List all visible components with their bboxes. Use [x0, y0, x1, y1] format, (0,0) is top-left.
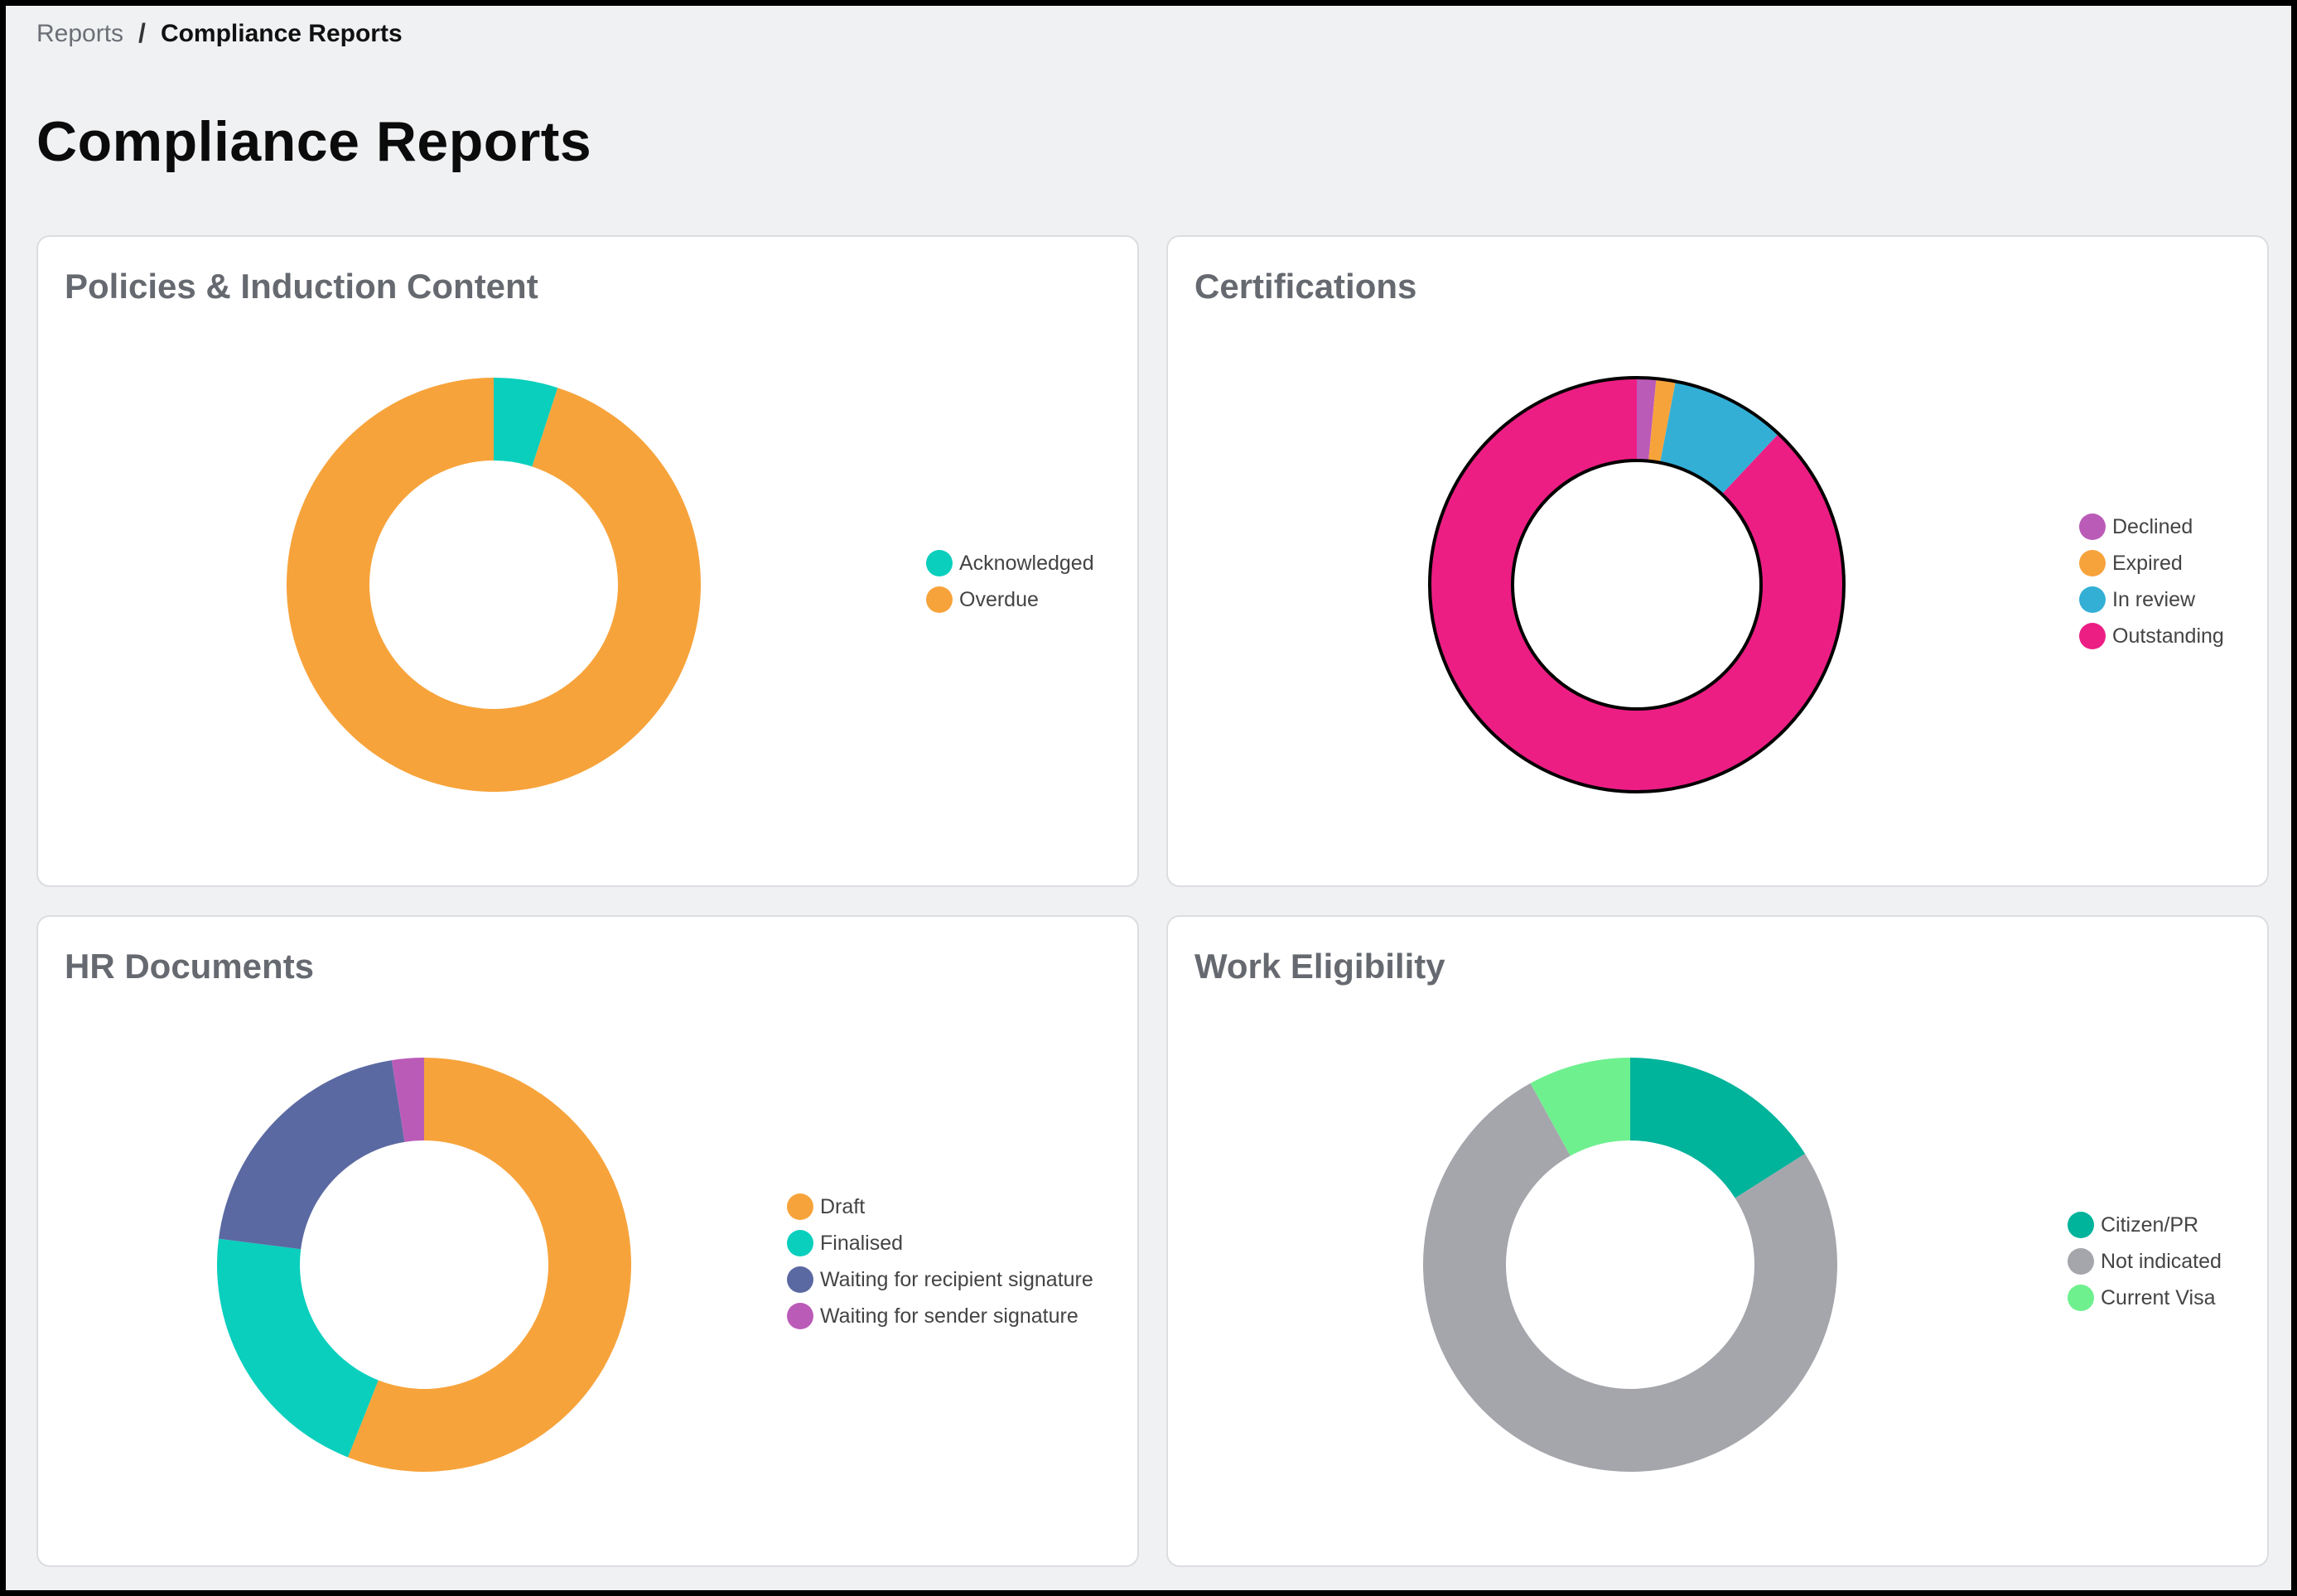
- legend-label: Waiting for recipient signature: [820, 1267, 1093, 1291]
- legend-label: Citizen/PR: [2101, 1213, 2199, 1237]
- slice-not-indicated[interactable]: [1423, 1082, 1837, 1472]
- legend-item-finalised[interactable]: Finalised: [787, 1225, 1093, 1261]
- legend-item-declined[interactable]: Declined: [2079, 509, 2224, 545]
- legend-item-not-indicated[interactable]: Not indicated: [2068, 1243, 2222, 1280]
- legend-swatch: [787, 1303, 813, 1329]
- slice-outstanding[interactable]: [1430, 378, 1844, 792]
- legend-swatch: [2068, 1248, 2094, 1275]
- legend-label: Draft: [820, 1194, 866, 1218]
- work-eligibility-donut-chart: [1423, 1058, 1837, 1472]
- slice-acknowledged[interactable]: [494, 378, 558, 467]
- legend-item-current-visa[interactable]: Current Visa: [2068, 1280, 2222, 1316]
- slice-expired[interactable]: [1648, 379, 1676, 463]
- hr-documents-donut-chart: [217, 1058, 631, 1472]
- legend-item-in-review[interactable]: In review: [2079, 581, 2224, 618]
- legend-label: Outstanding: [2112, 624, 2224, 648]
- work-eligibility-legend: Citizen/PR Not indicated Current Visa: [2068, 1207, 2222, 1316]
- outer-outline: [1428, 376, 1846, 793]
- legend-swatch: [926, 550, 953, 576]
- legend-swatch: [787, 1230, 813, 1256]
- legend-item-overdue[interactable]: Overdue: [926, 581, 1094, 618]
- legend-label: Declined: [2112, 514, 2193, 538]
- slice-waiting-for-sender-signature[interactable]: [391, 1058, 424, 1142]
- slice-citizen-pr[interactable]: [1630, 1058, 1806, 1198]
- legend-label: Finalised: [820, 1231, 904, 1255]
- card-title: Certifications: [1194, 267, 1417, 306]
- policies-donut-chart: [286, 378, 701, 793]
- legend-label: Expired: [2112, 551, 2183, 575]
- legend-swatch: [787, 1193, 813, 1220]
- hr-documents-legend: Draft Finalised Waiting for recipient sign…: [787, 1189, 1093, 1334]
- legend-label: Acknowledged: [959, 551, 1094, 575]
- legend-label: Not indicated: [2101, 1249, 2222, 1273]
- legend-item-citizen-pr[interactable]: Citizen/PR: [2068, 1207, 2222, 1243]
- breadcrumb-link-reports[interactable]: Reports: [36, 19, 124, 47]
- legend-item-draft[interactable]: Draft: [787, 1189, 1093, 1225]
- slice-declined[interactable]: [1637, 378, 1657, 461]
- legend-swatch: [2068, 1285, 2094, 1311]
- slice-draft[interactable]: [347, 1058, 631, 1472]
- slice-finalised[interactable]: [217, 1238, 379, 1458]
- hr-documents-card: HR Documents Draft Finalised Waiting for r…: [36, 915, 1139, 1567]
- breadcrumb: Reports / Compliance Reports: [36, 18, 403, 49]
- inner-outline: [1511, 459, 1763, 711]
- legend-label: Waiting for sender signature: [820, 1304, 1079, 1328]
- card-title: HR Documents: [65, 947, 315, 986]
- legend-swatch: [787, 1266, 813, 1293]
- legend-label: Overdue: [959, 587, 1039, 611]
- card-title: Policies & Induction Content: [65, 267, 538, 306]
- legend-item-outstanding[interactable]: Outstanding: [2079, 618, 2224, 654]
- legend-swatch: [2079, 623, 2106, 649]
- breadcrumb-separator: /: [138, 18, 146, 48]
- breadcrumb-current: Compliance Reports: [160, 19, 403, 47]
- page-title: Compliance Reports: [36, 110, 592, 173]
- legend-label: Current Visa: [2101, 1285, 2216, 1309]
- work-eligibility-card: Work Eligibility Citizen/PR Not indicated…: [1166, 915, 2269, 1567]
- slice-overdue[interactable]: [286, 378, 701, 793]
- legend-item-waiting-for-recipient-signature[interactable]: Waiting for recipient signature: [787, 1261, 1093, 1298]
- legend-label: In review: [2112, 587, 2196, 611]
- legend-swatch: [2079, 550, 2106, 576]
- legend-swatch: [2079, 514, 2106, 540]
- legend-swatch: [2068, 1212, 2094, 1238]
- legend-item-expired[interactable]: Expired: [2079, 545, 2224, 581]
- slice-waiting-for-recipient-signature[interactable]: [218, 1060, 405, 1250]
- slice-in-review[interactable]: [1660, 381, 1779, 494]
- policies-legend: Acknowledged Overdue: [926, 545, 1094, 618]
- legend-swatch: [926, 586, 953, 613]
- card-title: Work Eligibility: [1194, 947, 1445, 986]
- certifications-donut-chart: [1428, 376, 1846, 793]
- certifications-legend: Declined Expired In review Outstanding: [2079, 509, 2224, 654]
- legend-item-acknowledged[interactable]: Acknowledged: [926, 545, 1094, 581]
- legend-swatch: [2079, 586, 2106, 613]
- policies-card: Policies & Induction Content Acknowledge…: [36, 235, 1139, 887]
- slice-current-visa[interactable]: [1530, 1058, 1630, 1156]
- legend-item-waiting-for-sender-signature[interactable]: Waiting for sender signature: [787, 1298, 1093, 1334]
- certifications-card: Certifications Declined Expired In review O…: [1166, 235, 2269, 887]
